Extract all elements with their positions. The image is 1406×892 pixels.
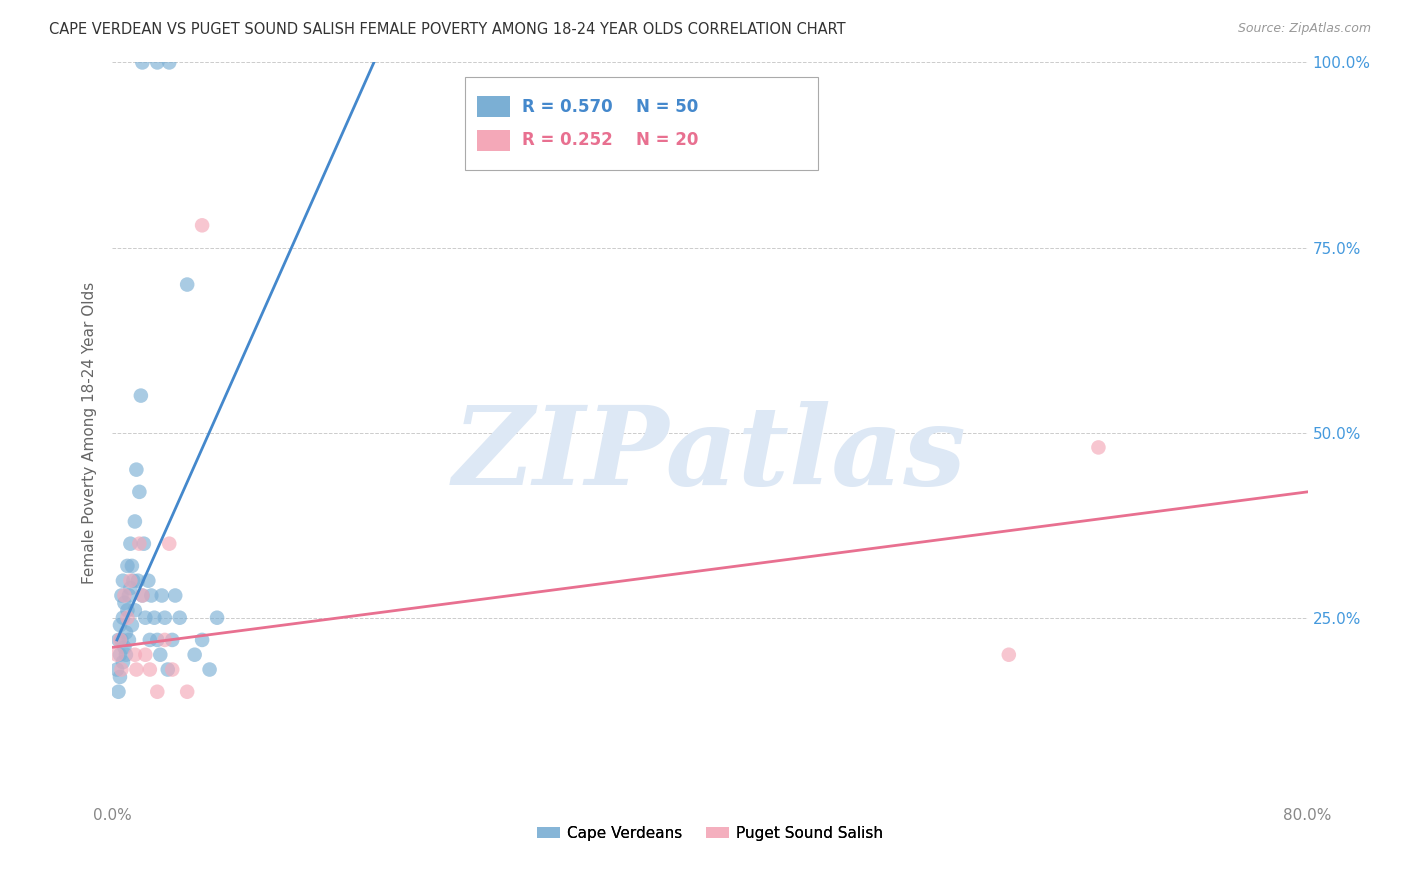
Point: [183, 648, 205, 662]
Point: [169, 610, 191, 624]
Point: [110, 663, 132, 677]
Point: [153, 632, 176, 647]
Point: [110, 589, 132, 603]
Point: [149, 648, 172, 662]
Point: [162, 663, 183, 677]
Point: [115, 625, 138, 640]
FancyBboxPatch shape: [477, 96, 510, 117]
Point: [131, 589, 153, 603]
Point: [139, 663, 162, 677]
Point: [108, 618, 131, 632]
Point: [107, 685, 129, 699]
Point: [105, 648, 128, 662]
Point: [115, 648, 138, 662]
Point: [132, 536, 155, 550]
Point: [114, 596, 135, 610]
Point: [128, 484, 150, 499]
Point: [118, 589, 141, 603]
Point: [146, 685, 169, 699]
Point: [191, 219, 214, 233]
Point: [138, 574, 160, 588]
Point: [107, 632, 129, 647]
Point: [124, 648, 146, 662]
Point: [125, 663, 148, 677]
Point: [162, 632, 183, 647]
Point: [141, 589, 163, 603]
Point: [110, 632, 132, 647]
Point: [150, 589, 173, 603]
Point: [122, 574, 145, 588]
Point: [1087, 441, 1109, 455]
Point: [117, 603, 139, 617]
Point: [120, 536, 142, 550]
Text: N = 20: N = 20: [636, 131, 699, 149]
Point: [129, 388, 152, 402]
Point: [111, 610, 134, 624]
Point: [117, 610, 139, 624]
Point: [111, 574, 134, 588]
Point: [125, 462, 148, 476]
Point: [205, 610, 228, 624]
Point: [114, 640, 135, 655]
Point: [134, 648, 156, 662]
Point: [118, 632, 141, 647]
Point: [198, 663, 221, 677]
Text: R = 0.570: R = 0.570: [523, 98, 613, 116]
Point: [165, 589, 187, 603]
Point: [134, 610, 156, 624]
Point: [157, 55, 180, 70]
Point: [121, 558, 143, 573]
Text: CAPE VERDEAN VS PUGET SOUND SALISH FEMALE POVERTY AMONG 18-24 YEAR OLDS CORRELAT: CAPE VERDEAN VS PUGET SOUND SALISH FEMAL…: [49, 22, 846, 37]
FancyBboxPatch shape: [465, 78, 818, 169]
Point: [121, 618, 143, 632]
Point: [146, 55, 169, 70]
Point: [157, 536, 180, 550]
Point: [156, 663, 179, 677]
Point: [153, 610, 176, 624]
Point: [127, 574, 149, 588]
Point: [108, 648, 131, 662]
Point: [176, 277, 198, 292]
Text: R = 0.252: R = 0.252: [523, 131, 613, 149]
Text: Source: ZipAtlas.com: Source: ZipAtlas.com: [1237, 22, 1371, 36]
Point: [128, 536, 150, 550]
Point: [108, 670, 131, 684]
Point: [143, 610, 166, 624]
Y-axis label: Female Poverty Among 18-24 Year Olds: Female Poverty Among 18-24 Year Olds: [82, 282, 97, 583]
Point: [105, 663, 128, 677]
Point: [117, 558, 139, 573]
Text: ZIPatlas: ZIPatlas: [453, 401, 967, 508]
Point: [131, 589, 153, 603]
FancyBboxPatch shape: [477, 130, 510, 151]
Point: [176, 685, 198, 699]
Point: [139, 632, 162, 647]
Point: [124, 603, 146, 617]
Point: [120, 574, 142, 588]
Point: [998, 648, 1021, 662]
Legend: Cape Verdeans, Puget Sound Salish: Cape Verdeans, Puget Sound Salish: [531, 820, 889, 847]
Text: N = 50: N = 50: [636, 98, 699, 116]
Point: [120, 581, 142, 595]
Point: [146, 632, 169, 647]
Point: [114, 589, 135, 603]
Point: [131, 55, 153, 70]
Point: [111, 655, 134, 669]
Point: [108, 632, 131, 647]
Point: [124, 515, 146, 529]
Point: [191, 632, 214, 647]
